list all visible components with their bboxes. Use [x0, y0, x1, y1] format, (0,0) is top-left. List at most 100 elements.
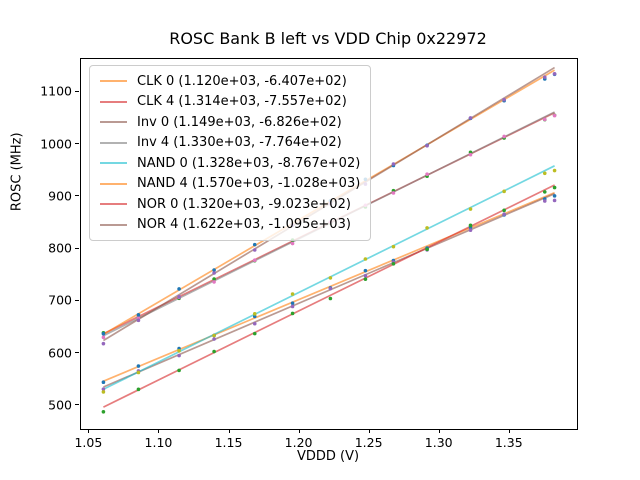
x-tick-label: 1.35	[494, 435, 523, 450]
plot-area: CLK 0 (1.120e+03, -6.407e+02) CLK 4 (1.31…	[80, 58, 578, 430]
legend-label: NOR 4 (1.622e+03, -1.095e+03)	[137, 217, 351, 233]
y-tick-label: 500	[48, 397, 72, 413]
legend-label: CLK 4 (1.314e+03, -7.557e+02)	[137, 94, 347, 110]
y-tick-mark	[75, 247, 79, 249]
data-point-nand-0	[552, 168, 557, 173]
data-point-nand-0	[468, 207, 473, 211]
data-point-clk-0	[252, 314, 257, 319]
legend-line-sample	[100, 121, 127, 124]
data-point-inv-4	[212, 280, 216, 284]
data-point-nor-4	[552, 72, 557, 76]
y-tick-mark	[75, 352, 79, 354]
data-point-nand-0	[101, 390, 106, 394]
y-tick-label: 600	[48, 345, 72, 361]
data-point-nor-4	[212, 271, 216, 275]
x-tick-label: 1.25	[354, 435, 383, 450]
x-tick-label: 1.30	[424, 435, 453, 450]
data-point-nor-4	[101, 341, 106, 346]
data-point-nor-4	[542, 75, 547, 79]
y-axis-label: ROSC (MHz)	[9, 132, 25, 212]
data-point-inv-4	[468, 152, 473, 157]
data-point-nor-4	[425, 143, 429, 148]
data-point-nor-0	[542, 190, 547, 194]
data-point-nor-4	[177, 295, 181, 299]
y-tick-mark	[75, 143, 79, 145]
legend-item-clk-0: CLK 0 (1.120e+03, -6.407e+02)	[100, 71, 360, 92]
data-point-nor-0	[101, 410, 106, 414]
data-point-inv-4	[552, 113, 557, 118]
data-point-nor-0	[136, 387, 141, 392]
data-point-inv-0	[177, 353, 181, 358]
legend-label: CLK 0 (1.120e+03, -6.407e+02)	[137, 73, 347, 89]
legend-line-sample	[100, 100, 127, 103]
y-tick-mark	[75, 90, 79, 92]
data-point-nor-0	[212, 349, 216, 354]
x-tick-label: 1.05	[74, 435, 103, 450]
y-tick-label: 1100	[40, 83, 72, 99]
data-point-nand-0	[212, 333, 216, 338]
data-point-inv-0	[468, 228, 473, 233]
data-point-clk-0	[552, 194, 557, 198]
data-point-clk-0	[290, 301, 295, 306]
y-tick-label: 800	[48, 240, 72, 256]
data-point-nor-0	[328, 296, 333, 301]
data-point-nor-0	[468, 223, 473, 228]
data-point-clk-0	[363, 268, 368, 273]
data-point-nor-0	[502, 208, 506, 213]
legend-label: Inv 0 (1.149e+03, -6.826e+02)	[137, 114, 342, 130]
data-point-inv-4	[502, 134, 506, 139]
data-point-inv-0	[552, 198, 557, 203]
data-point-inv-0	[328, 286, 333, 291]
y-tick-mark	[75, 404, 79, 406]
data-point-nand-4	[177, 287, 181, 291]
legend-line-sample	[100, 223, 127, 226]
data-point-inv-4	[542, 117, 547, 122]
legend-item-clk-4: CLK 4 (1.314e+03, -7.557e+02)	[100, 92, 360, 113]
data-point-nand-0	[502, 189, 506, 194]
legend-line-sample	[100, 141, 127, 144]
x-tick-mark	[228, 429, 230, 433]
data-point-nor-0	[290, 311, 295, 316]
data-point-nor-0	[177, 368, 181, 373]
y-tick-label: 1000	[40, 136, 72, 152]
data-point-inv-4	[425, 172, 429, 176]
legend-label: NAND 4 (1.570e+03, -1.028e+03)	[137, 176, 361, 192]
x-tick-mark	[298, 429, 300, 433]
legend-item-nand-0: NAND 0 (1.328e+03, -8.767e+02)	[100, 153, 360, 174]
data-point-clk-0	[101, 380, 106, 385]
legend-label: NAND 0 (1.328e+03, -8.767e+02)	[137, 155, 361, 171]
y-tick-label: 700	[48, 292, 72, 308]
data-point-clk-4	[212, 277, 216, 281]
data-point-nor-4	[391, 162, 396, 166]
legend: CLK 0 (1.120e+03, -6.407e+02) CLK 4 (1.31…	[89, 65, 372, 241]
x-axis-label: VDDD (V)	[296, 449, 360, 464]
data-point-nand-0	[252, 312, 257, 316]
legend-label: Inv 4 (1.330e+03, -7.764e+02)	[137, 135, 342, 151]
data-point-nand-0	[136, 370, 141, 375]
data-point-clk-0	[136, 364, 141, 368]
chart-title: ROSC Bank B left vs VDD Chip 0x22972	[169, 29, 487, 48]
data-point-nand-0	[290, 292, 295, 296]
legend-line-sample	[100, 162, 127, 165]
data-point-nor-4	[468, 116, 473, 120]
x-tick-label: 1.20	[284, 435, 313, 450]
data-point-inv-0	[542, 199, 547, 203]
x-tick-mark	[438, 429, 440, 433]
x-tick-label: 1.10	[144, 435, 173, 450]
data-point-inv-4	[252, 258, 257, 263]
legend-item-nor-4: NOR 4 (1.622e+03, -1.095e+03)	[100, 215, 360, 236]
legend-line-sample	[100, 80, 127, 83]
data-point-nand-0	[425, 226, 429, 230]
data-point-inv-0	[363, 273, 368, 278]
data-point-nand-0	[363, 257, 368, 261]
legend-item-nand-4: NAND 4 (1.570e+03, -1.028e+03)	[100, 174, 360, 195]
data-point-nor-0	[552, 185, 557, 190]
data-point-nand-4	[252, 242, 257, 247]
data-point-nand-4	[136, 313, 141, 317]
y-tick-label: 900	[48, 188, 72, 204]
y-tick-mark	[75, 195, 79, 197]
data-point-inv-0	[290, 304, 295, 309]
legend-label: NOR 0 (1.320e+03, -9.023e+02)	[137, 196, 351, 212]
data-point-nor-0	[425, 247, 429, 252]
